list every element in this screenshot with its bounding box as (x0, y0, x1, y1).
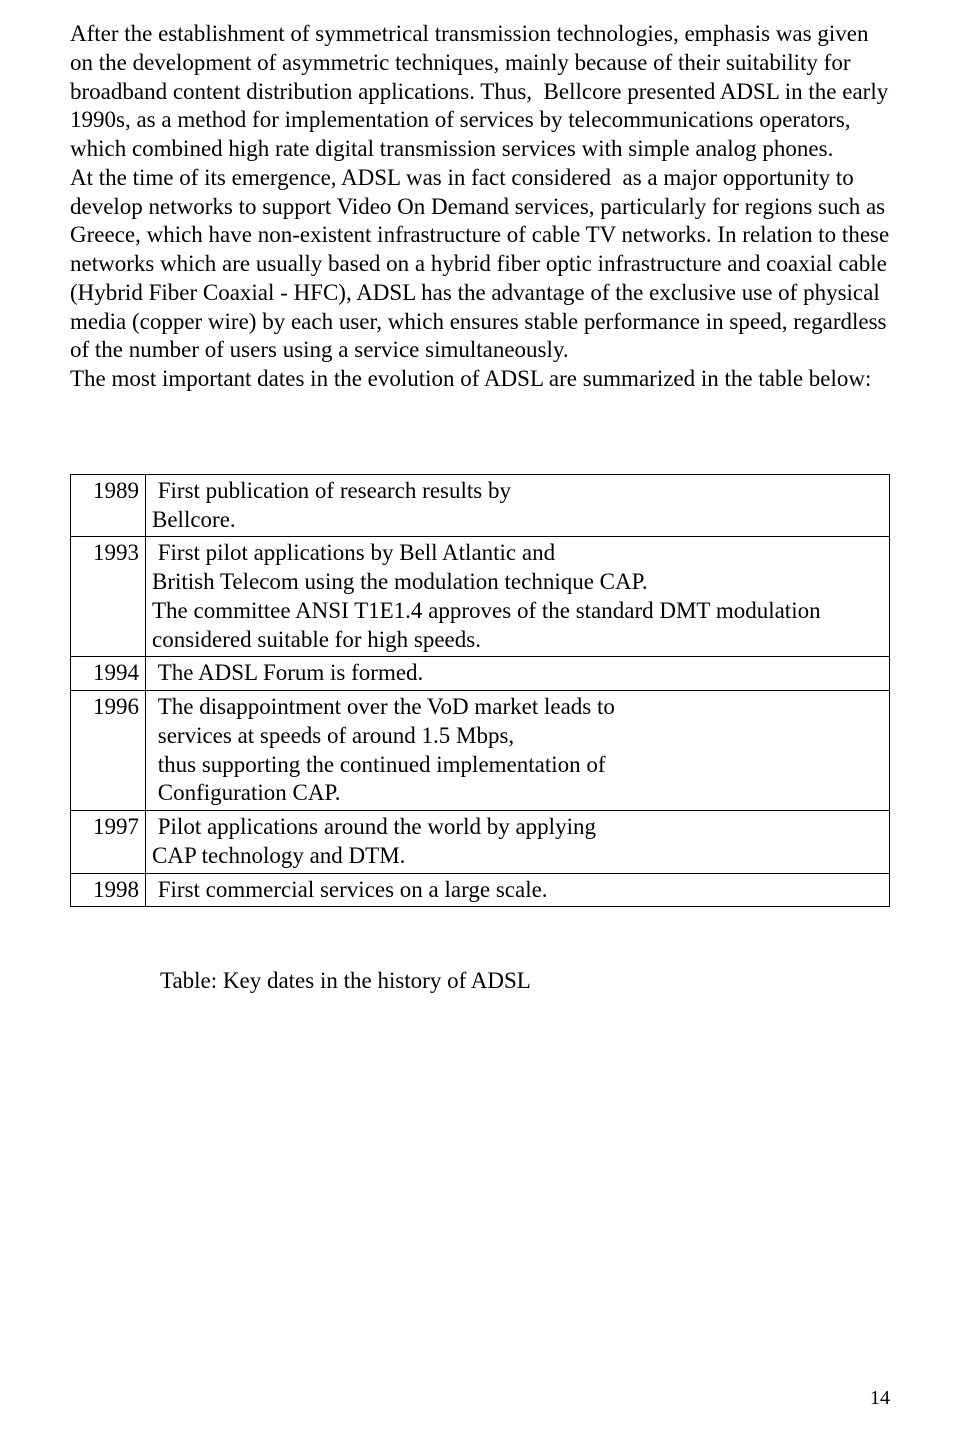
table-row: 1997 Pilot applications around the world… (71, 811, 890, 874)
table-row: 1998 First commercial services on a larg… (71, 873, 890, 907)
desc-cell: First publication of research results by… (146, 474, 890, 537)
history-table: 1989 First publication of research resul… (70, 474, 890, 908)
desc-cell: The ADSL Forum is formed. (146, 657, 890, 691)
table-row: 1996 The disappointment over the VoD mar… (71, 691, 890, 811)
desc-cell: Pilot applications around the world by a… (146, 811, 890, 874)
document-page: After the establishment of symmetrical t… (0, 0, 960, 1431)
desc-cell: First commercial services on a large sca… (146, 873, 890, 907)
desc-cell: The disappointment over the VoD market l… (146, 691, 890, 811)
year-cell: 1997 (71, 811, 146, 874)
table-row: 1993 First pilot applications by Bell At… (71, 537, 890, 657)
page-number: 14 (870, 1386, 890, 1411)
year-cell: 1998 (71, 873, 146, 907)
table-caption: Table: Key dates in the history of ADSL (160, 967, 890, 996)
table-row: 1989 First publication of research resul… (71, 474, 890, 537)
year-cell: 1994 (71, 657, 146, 691)
year-cell: 1996 (71, 691, 146, 811)
year-cell: 1993 (71, 537, 146, 657)
desc-cell: First pilot applications by Bell Atlanti… (146, 537, 890, 657)
body-paragraph: After the establishment of symmetrical t… (70, 20, 890, 394)
year-cell: 1989 (71, 474, 146, 537)
table-row: 1994 The ADSL Forum is formed. (71, 657, 890, 691)
